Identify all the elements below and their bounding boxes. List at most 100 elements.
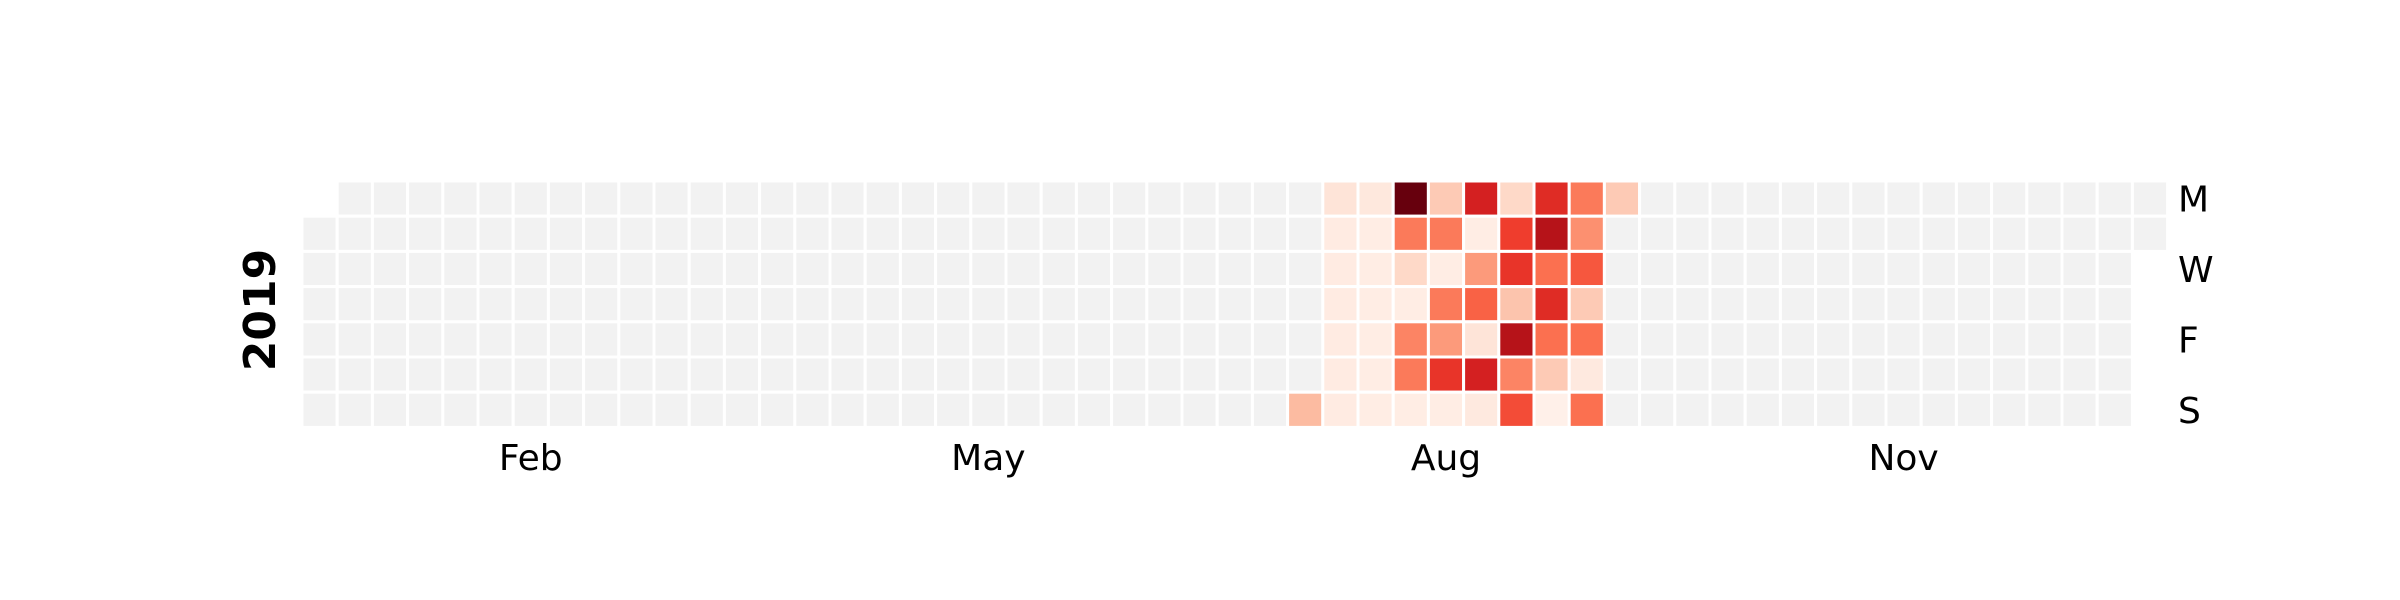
heatmap-cell [828,249,867,289]
heatmap-cell [1497,179,1536,218]
heatmap-cell [1004,249,1043,289]
heatmap-cell [1708,355,1747,394]
heatmap-cell [1919,320,1958,359]
heatmap-cell [1039,214,1078,253]
heatmap-cell [441,355,480,394]
heatmap-cell [828,355,867,394]
heatmap-cell [1849,390,1888,429]
heatmap-cell [2095,214,2134,253]
heatmap-cell [1004,214,1043,253]
heatmap-cell [511,285,550,324]
heatmap-cell [1145,214,1184,253]
heatmap-cell [1145,355,1184,394]
heatmap-cell [863,285,902,324]
heatmap-cell [1673,249,1712,289]
heatmap-cell [1497,390,1536,429]
heatmap-cell [1074,214,1114,253]
heatmap-cell [1180,390,1219,429]
heatmap-cell [793,179,832,218]
heatmap-cell [1708,249,1747,289]
heatmap-cell [1814,214,1853,253]
heatmap-cell [1814,249,1853,289]
heatmap-cell [617,320,656,359]
heatmap-cell [582,249,621,289]
heatmap-cell [1250,249,1290,289]
heatmap-cell [1954,179,1994,218]
heatmap-cell [1039,249,1078,289]
heatmap-cell [1356,355,1395,394]
heatmap-cell [863,214,902,253]
heatmap-cell [1497,285,1536,324]
heatmap-cell [1250,214,1290,253]
heatmap-cell [476,390,515,429]
heatmap-cell [1532,320,1571,359]
heatmap-cell [687,320,726,359]
heatmap-cell [1004,320,1043,359]
heatmap-cell [370,390,410,429]
heatmap-cell [582,214,621,253]
heatmap-cell [1110,249,1149,289]
heatmap-cell [1462,179,1501,218]
heatmap-cell [617,355,656,394]
heatmap-cell [1919,390,1958,429]
heatmap-cell [1004,355,1043,394]
heatmap-cell [969,249,1008,289]
heatmap-cell [1110,214,1149,253]
heatmap-cell [1497,355,1536,394]
heatmap-cell [2095,179,2134,218]
heatmap-cell [1110,179,1149,218]
heatmap-cell [1145,179,1184,218]
heatmap-cell [758,390,797,429]
heatmap-cell [898,320,938,359]
heatmap-cell [1532,249,1571,289]
heatmap-cell [546,320,586,359]
weekday-label: M [2178,180,2209,221]
heatmap-cell [1039,355,1078,394]
heatmap-cell [1602,179,1642,218]
heatmap-cell [1004,390,1043,429]
heatmap-cell [828,285,867,324]
heatmap-cell [582,320,621,359]
heatmap-cell [652,355,691,394]
heatmap-cell [1673,285,1712,324]
heatmap-cell [1708,390,1747,429]
heatmap-cell [1391,355,1430,394]
heatmap-cell [2060,214,2099,253]
heatmap-cell [1708,214,1747,253]
heatmap-cell [1990,249,2029,289]
heatmap-cell [828,179,867,218]
heatmap-cell [1814,390,1853,429]
heatmap-cell [1532,285,1571,324]
heatmap-cell [898,179,938,218]
heatmap-cell [476,214,515,253]
heatmap-cell [511,355,550,394]
heatmap-cell [1286,390,1325,429]
heatmap-cell [1743,285,1782,324]
heatmap-cell [863,320,902,359]
heatmap-cell [1356,285,1395,324]
heatmap-cell [2060,179,2099,218]
heatmap-cell [335,285,374,324]
heatmap-cell [2025,320,2064,359]
heatmap-cell [300,249,339,289]
heatmap-cell [1743,320,1782,359]
heatmap-cell [1884,179,1923,218]
heatmap-cell [1462,285,1501,324]
heatmap-cell [1567,214,1606,253]
heatmap-cell [617,285,656,324]
heatmap-cell [863,249,902,289]
heatmap-cell [1321,249,1360,289]
heatmap-cell [406,390,445,429]
heatmap-cell [370,320,410,359]
heatmap-cell [758,285,797,324]
heatmap-cell [1778,285,1818,324]
heatmap-cell [335,355,374,394]
heatmap-cell [511,390,550,429]
heatmap-cell [793,249,832,289]
heatmap-cell [722,285,762,324]
heatmap-cell [1778,320,1818,359]
heatmap-cell [1074,320,1114,359]
heatmap-cell [1215,390,1254,429]
heatmap-cell [969,355,1008,394]
heatmap-cell [2130,214,2170,253]
